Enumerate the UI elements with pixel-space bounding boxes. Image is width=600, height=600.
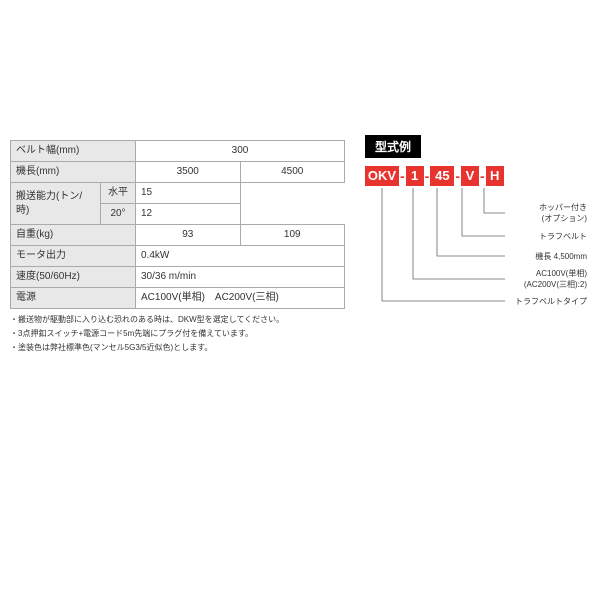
cell: 109 xyxy=(240,225,345,246)
note-line: ・塗装色は弊社標準色(マンセル5G3/5近似色)とします。 xyxy=(10,341,345,355)
cell: 15 xyxy=(136,183,241,204)
cell: 12 xyxy=(136,204,241,225)
row-label: 速度(50/60Hz) xyxy=(11,267,136,288)
tree-label-1: トラフベルト xyxy=(539,231,587,242)
row-sublabel: 水平 xyxy=(101,183,136,204)
cell: 0.4kW xyxy=(136,246,345,267)
spec-table: ベルト幅(mm)300機長(mm)35004500搬送能力(トン/時)水平152… xyxy=(10,140,345,309)
row-label: 搬送能力(トン/時) xyxy=(11,183,101,225)
table-row: 速度(50/60Hz)30/36 m/min xyxy=(11,267,345,288)
model-title: 型式例 xyxy=(365,135,421,158)
table-row: 機長(mm)35004500 xyxy=(11,162,345,183)
row-sublabel: 20° xyxy=(101,204,136,225)
row-label: 自重(kg) xyxy=(11,225,136,246)
tree-label-0: ホッパー付き(オプション) xyxy=(539,202,587,224)
row-label: 機長(mm) xyxy=(11,162,136,183)
tree-label-3: AC100V(単相)(AC200V(三相):2) xyxy=(524,268,587,290)
tree-label-2: 機長 4,500mm xyxy=(535,251,587,262)
cell: 30/36 m/min xyxy=(136,267,345,288)
model-example: 型式例 OKV-1-45-V-H ホッパー付き(オプション)トラフベルト機長 4… xyxy=(365,135,590,316)
table-row: 自重(kg)93109 xyxy=(11,225,345,246)
tree-label-4: トラフベルトタイプ xyxy=(515,296,587,307)
cell: AC100V(単相) AC200V(三相) xyxy=(136,288,345,309)
spec-notes: ・搬送物が駆動部に入り込む恐れのある時は、DKW型を選定してください。・3点押釦… xyxy=(10,309,345,355)
note-line: ・搬送物が駆動部に入り込む恐れのある時は、DKW型を選定してください。 xyxy=(10,313,345,327)
row-label: ベルト幅(mm) xyxy=(11,141,136,162)
table-row: 電源AC100V(単相) AC200V(三相) xyxy=(11,288,345,309)
cell: 3500 xyxy=(136,162,241,183)
table-row: 搬送能力(トン/時)水平15 xyxy=(11,183,345,204)
table-row: モータ出力0.4kW xyxy=(11,246,345,267)
note-line: ・3点押釦スイッチ+電源コード5m先端にプラグ付を備えています。 xyxy=(10,327,345,341)
row-label: モータ出力 xyxy=(11,246,136,267)
cell: 4500 xyxy=(240,162,345,183)
table-row: ベルト幅(mm)300 xyxy=(11,141,345,162)
cell: 93 xyxy=(136,225,241,246)
cell: 300 xyxy=(136,141,345,162)
row-label: 電源 xyxy=(11,288,136,309)
